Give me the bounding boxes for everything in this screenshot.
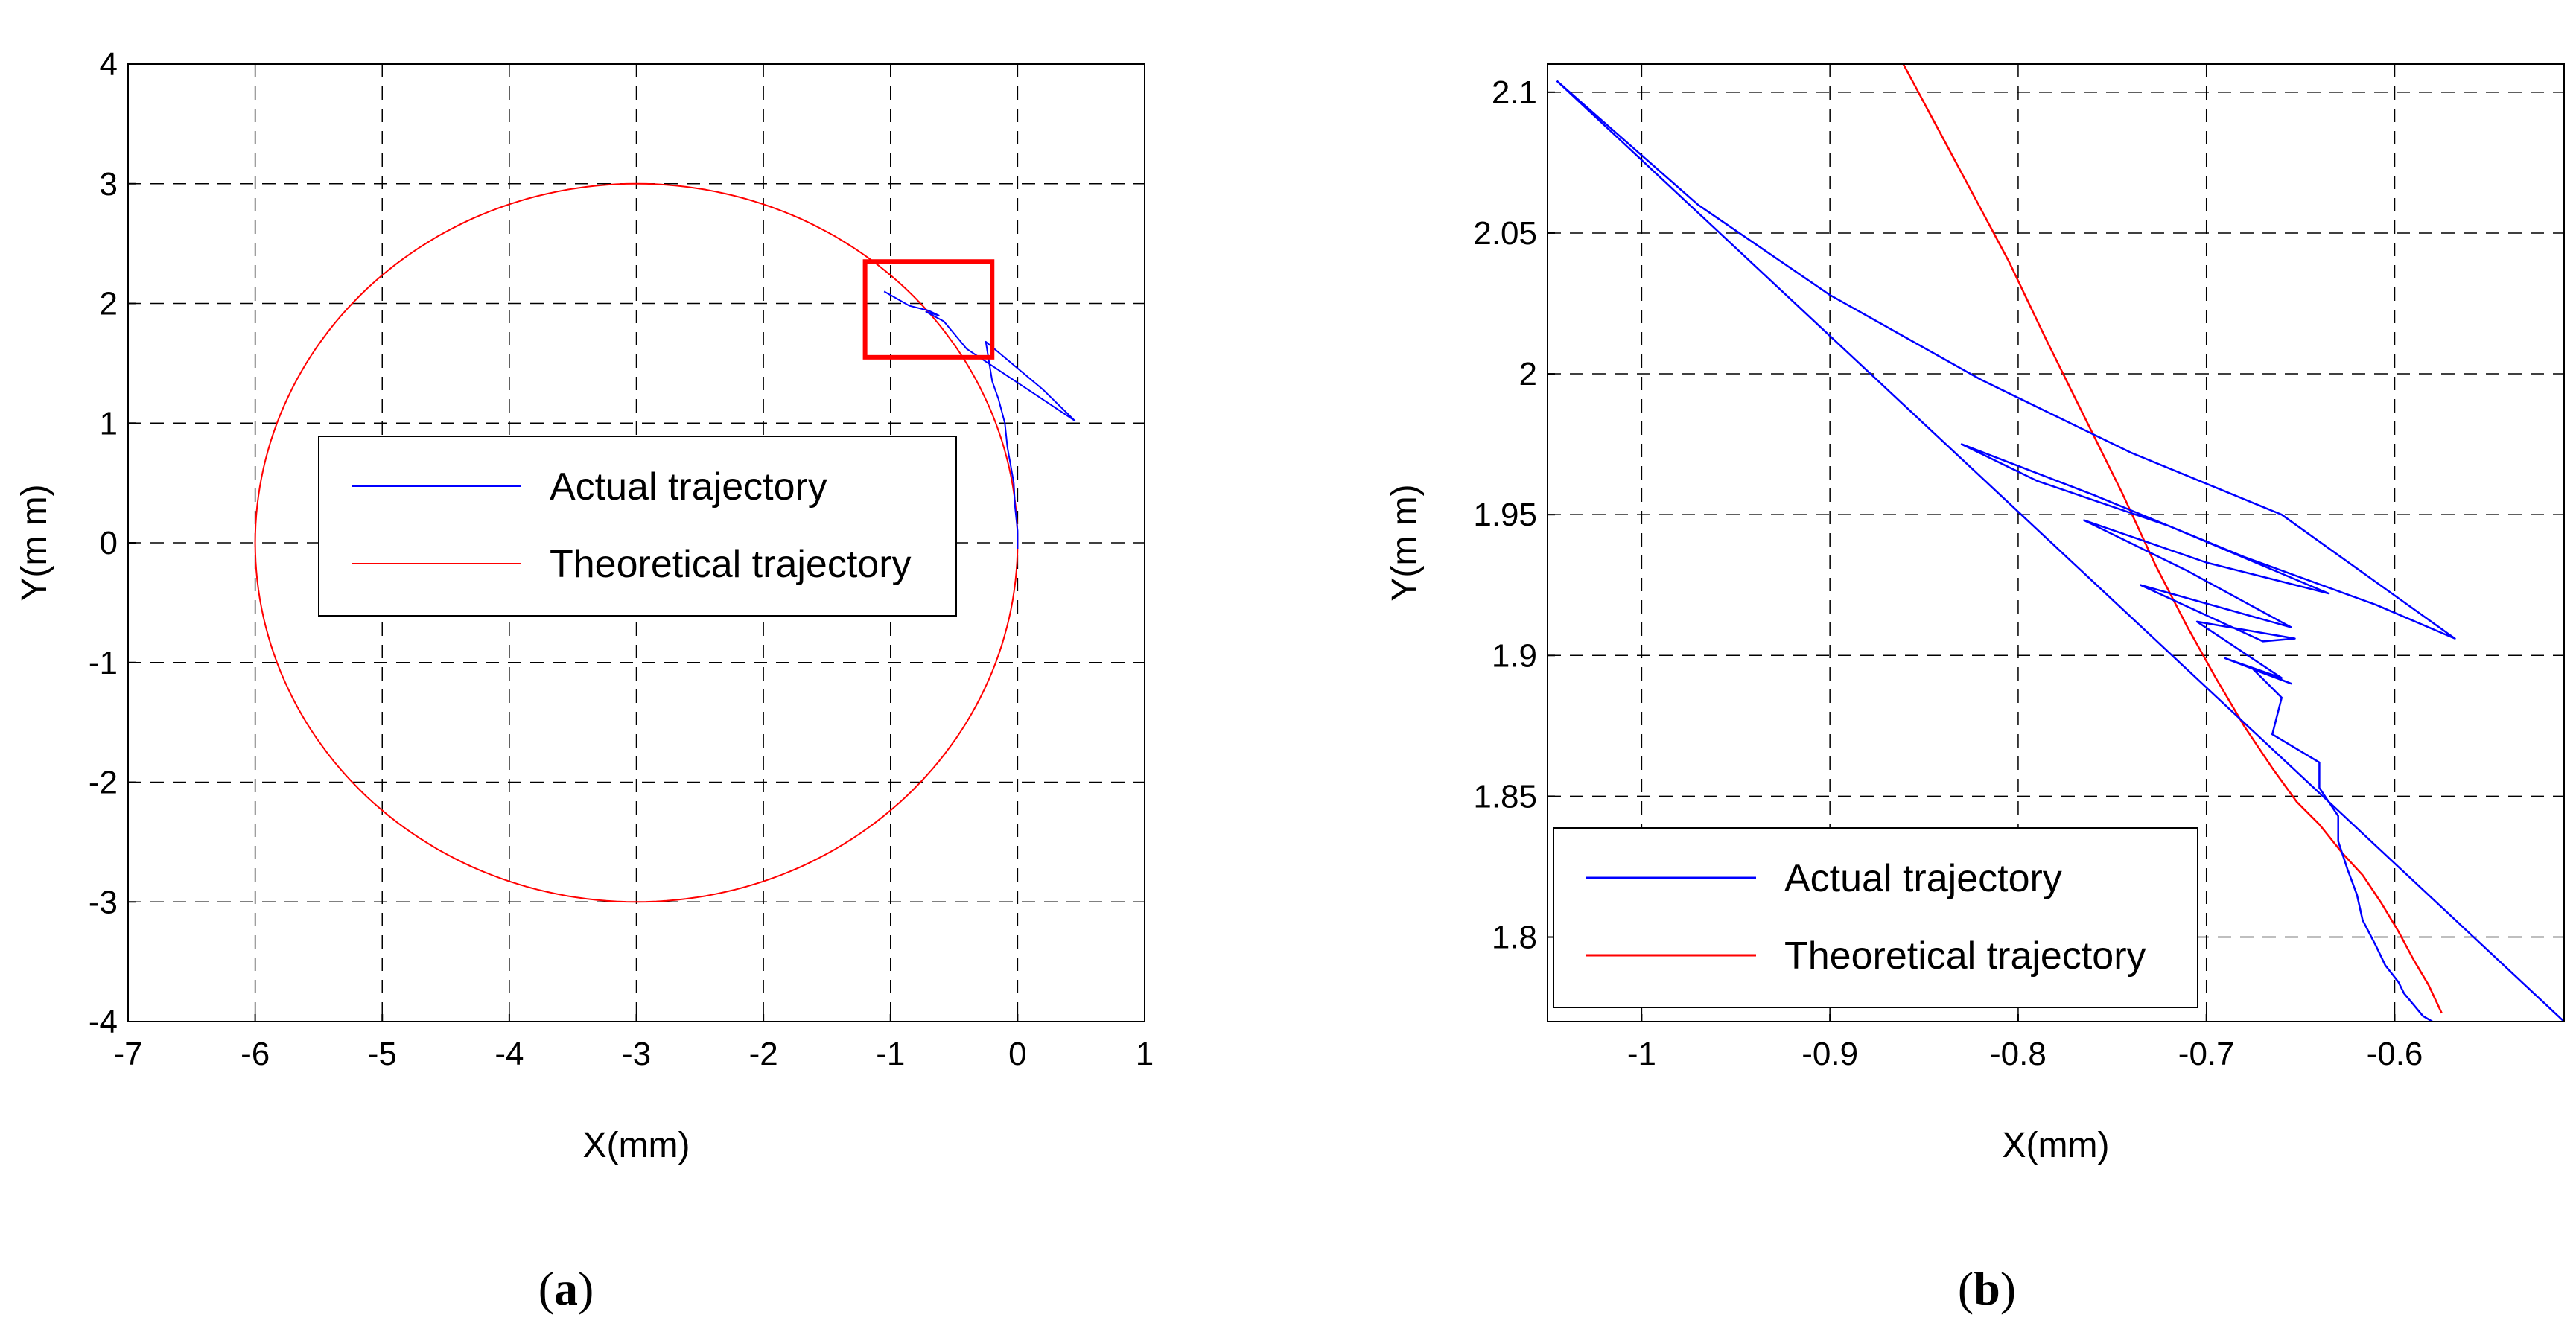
x-tick-label: 1 (1136, 1036, 1154, 1072)
tick-labels-b: -1 -0.9 -0.8 -0.7 -0.6 1.8 1.85 1.9 1.95 2 2.05 2.1 (1473, 74, 2423, 1072)
x-tick-label: -4 (494, 1036, 524, 1072)
y-tick-label: 2 (1519, 356, 1537, 392)
series-group-a (254, 182, 1076, 903)
tick-labels-a: -7 -6 -5 -4 -3 -2 -1 0 1 -4 -3 -2 -1 0 1 2 3 4 (89, 46, 1154, 1072)
panel-a: -7 -6 -5 -4 -3 -2 -1 0 1 -4 -3 -2 -1 0 1 2 3 4 X(mm) Y(m … (15, 46, 1154, 1165)
x-axis-label-a: X(mm) (583, 1126, 690, 1165)
legend-b: Actual trajectory Theoretical trajectory (1553, 827, 2198, 1008)
y-tick-label: 1.9 (1492, 637, 1537, 674)
y-tick-label: -1 (89, 645, 118, 681)
caption-b-letter: b (1974, 1262, 2000, 1315)
x-tick-label: -5 (368, 1036, 397, 1072)
legend-box-b (1553, 827, 2198, 1008)
theoretical-trajectory-line (1902, 64, 2443, 1014)
x-tick-label: -0.8 (1990, 1036, 2047, 1072)
x-tick-label: -6 (241, 1036, 270, 1072)
caption-b: (b) (1958, 1262, 2016, 1315)
x-tick-label: -1 (1627, 1036, 1656, 1072)
x-tick-label: -0.9 (1801, 1036, 1858, 1072)
y-tick-label: 2.05 (1473, 215, 1537, 252)
y-tick-label: 4 (100, 46, 118, 83)
x-tick-label: 0 (1008, 1036, 1026, 1072)
x-tick-label: -2 (749, 1036, 778, 1072)
x-tick-label: -0.6 (2367, 1036, 2423, 1072)
y-tick-label: -2 (89, 765, 118, 801)
y-tick-label: 2.1 (1492, 74, 1537, 111)
x-axis-label-b: X(mm) (2003, 1126, 2110, 1165)
y-axis-label-b: Y(m m) (1385, 484, 1425, 601)
x-tick-label: -7 (113, 1036, 142, 1072)
caption-a: (a) (538, 1262, 594, 1315)
y-tick-label: 1.85 (1473, 778, 1537, 815)
y-tick-label: 1.95 (1473, 497, 1537, 533)
axes-frame-b (1547, 63, 2565, 1022)
legend-box-a (318, 436, 957, 617)
legend-label-actual-b: Actual trajectory (1784, 857, 2062, 900)
y-tick-label: 3 (100, 166, 118, 203)
y-tick-label: -3 (89, 884, 118, 920)
actual-trajectory-line (1556, 80, 2456, 1022)
y-tick-label: 0 (100, 525, 118, 561)
plot-area-a (254, 182, 1076, 903)
x-tick-label: -3 (622, 1036, 651, 1072)
series-group-b (1556, 64, 2564, 1022)
actual-trajectory-line (1556, 80, 2564, 1022)
y-axis-label-a: Y(m m) (15, 484, 54, 601)
legend-label-theoretical-a: Theoretical trajectory (550, 543, 912, 586)
y-tick-label: -4 (89, 1004, 118, 1040)
actual-trajectory-line (883, 290, 1076, 549)
caption-a-letter: a (554, 1262, 578, 1315)
x-tick-label: -1 (876, 1036, 905, 1072)
y-tick-label: 1 (100, 405, 118, 442)
theoretical-trajectory-line (254, 182, 1019, 903)
legend-label-theoretical-b: Theoretical trajectory (1784, 934, 2146, 978)
plot-area-b (1556, 64, 2564, 1022)
y-tick-label: 2 (100, 286, 118, 322)
x-tick-label: -0.7 (2178, 1036, 2235, 1072)
legend-label-actual-a: Actual trajectory (550, 465, 827, 509)
zoom-highlight-box (862, 259, 995, 360)
y-tick-label: 1.8 (1492, 920, 1537, 956)
panel-b: -1 -0.9 -0.8 -0.7 -0.6 1.8 1.85 1.9 1.95 2 2.05 2.1… (1385, 63, 2565, 1165)
legend-a: Actual trajectory Theoretical trajectory (318, 436, 957, 617)
